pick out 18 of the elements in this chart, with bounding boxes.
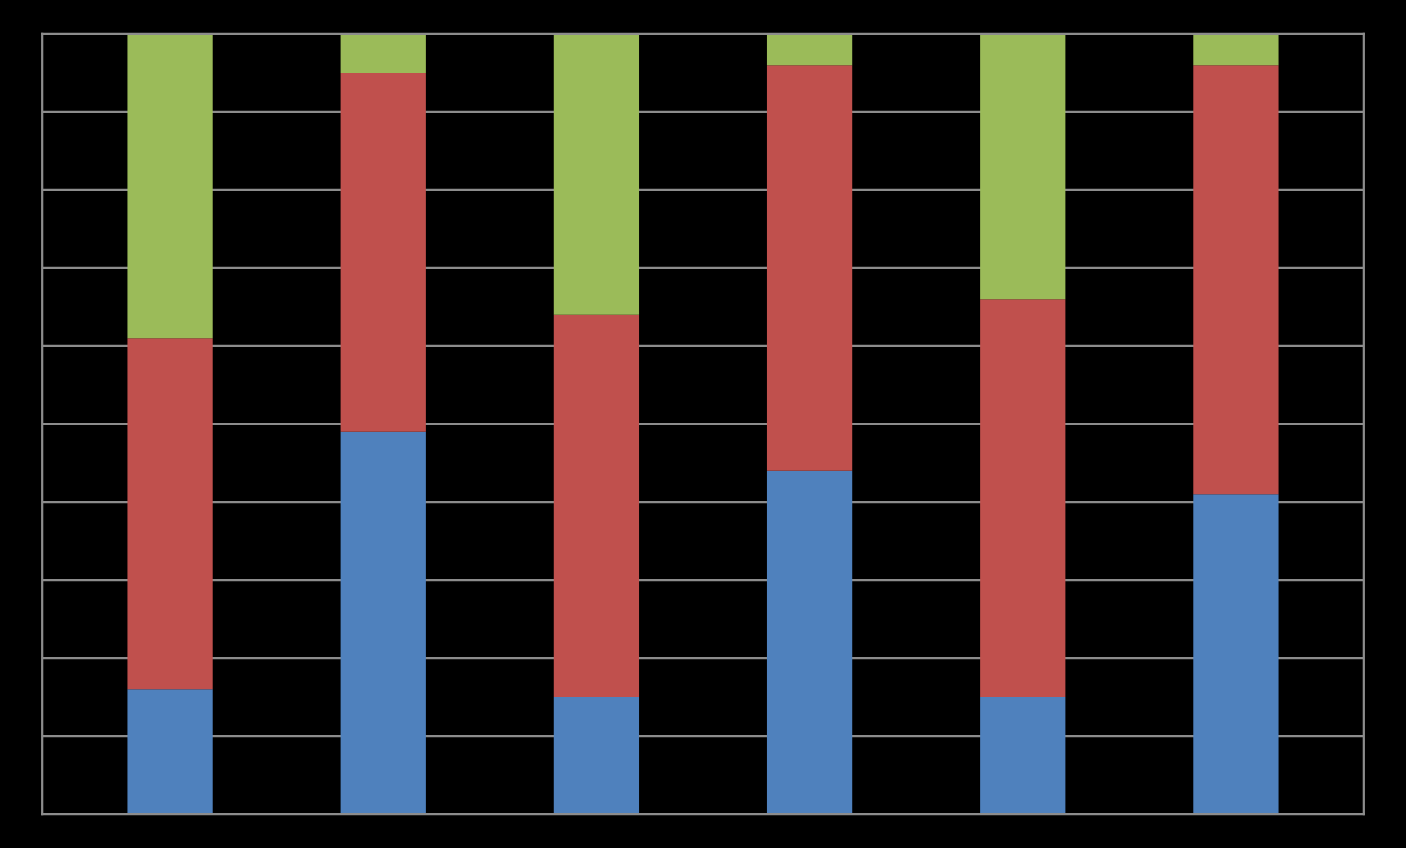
bar: [766, 65, 853, 471]
bar: [340, 431, 426, 815]
bar: [766, 33, 853, 66]
bar: [766, 470, 853, 815]
bar: [127, 689, 213, 815]
bar: [127, 338, 213, 690]
bar: [127, 33, 213, 339]
bar: [1193, 65, 1279, 495]
bar: [980, 33, 1066, 300]
bar: [553, 33, 640, 315]
bar: [1193, 494, 1279, 815]
bar: [980, 697, 1066, 815]
bar: [980, 299, 1066, 698]
bar: [340, 72, 426, 432]
bar: [553, 697, 640, 815]
bar: [1193, 33, 1279, 66]
bar: [553, 314, 640, 698]
bar: [340, 33, 426, 73]
